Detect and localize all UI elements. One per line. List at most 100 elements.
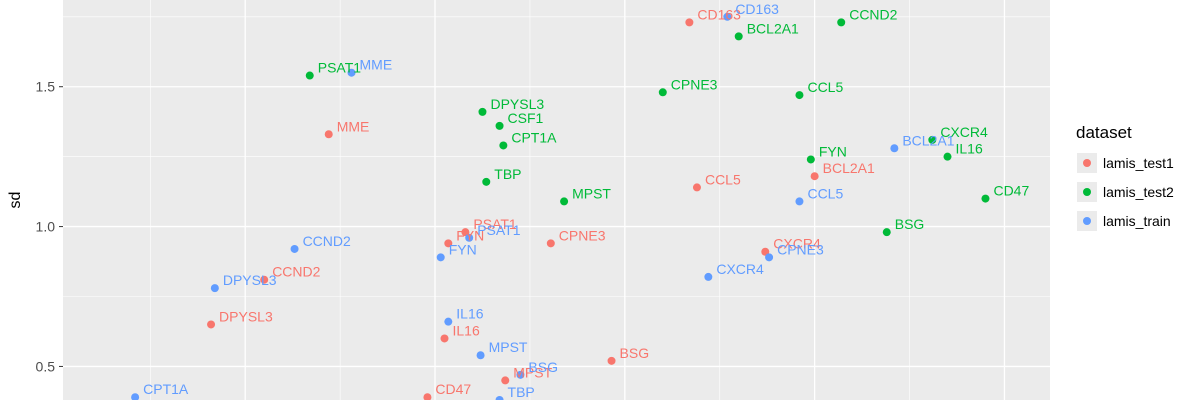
data-point <box>981 194 990 203</box>
point-label: CXCR4 <box>940 124 988 140</box>
data-point <box>501 376 510 385</box>
panel-background <box>63 0 1050 400</box>
data-point <box>723 12 732 21</box>
point-label: MPST <box>572 185 611 201</box>
point-label: TBP <box>508 384 535 400</box>
point-label: PSAT1 <box>318 60 362 76</box>
data-point <box>260 275 269 284</box>
data-point <box>423 393 432 400</box>
data-point <box>890 144 899 153</box>
data-point <box>324 130 333 139</box>
legend: dataset lamis_test1 lamis_test2 lamis_trai… <box>1068 118 1198 248</box>
data-point <box>546 239 555 248</box>
data-point <box>685 18 694 27</box>
data-point <box>806 155 815 164</box>
data-point <box>210 284 219 293</box>
data-point <box>290 244 299 253</box>
data-point <box>305 71 314 80</box>
data-point <box>444 239 453 248</box>
data-point <box>207 320 216 329</box>
data-point <box>761 247 770 256</box>
data-point <box>461 228 470 237</box>
data-point <box>436 253 445 262</box>
point-label: IL16 <box>453 322 480 338</box>
data-point <box>765 253 774 262</box>
point-label: MPST <box>513 364 552 380</box>
point-label: CD47 <box>435 381 471 397</box>
point-label: CXCR4 <box>716 261 764 277</box>
legend-key-point <box>1083 188 1091 196</box>
point-label: DPYSL3 <box>490 96 544 112</box>
data-points <box>131 12 990 400</box>
point-label: MME <box>360 57 393 73</box>
data-point <box>882 228 891 237</box>
point-label: CCL5 <box>807 79 843 95</box>
point-label: IL16 <box>956 141 983 157</box>
y-tick-label: 1.5 <box>36 79 56 95</box>
data-point <box>495 121 504 130</box>
data-point <box>795 91 804 100</box>
data-point <box>482 177 491 186</box>
data-point <box>734 32 743 41</box>
point-label: MPST <box>489 339 528 355</box>
point-label: DPYSL3 <box>219 308 273 324</box>
legend-key-point <box>1083 217 1091 225</box>
point-label: CXCR4 <box>773 236 821 252</box>
point-label: CPNE3 <box>671 76 718 92</box>
data-point <box>928 135 937 144</box>
point-label: CSF1 <box>508 110 544 126</box>
data-point <box>516 370 525 379</box>
data-point <box>837 18 846 27</box>
point-label: CCND2 <box>303 233 351 249</box>
point-label: CPNE3 <box>559 227 606 243</box>
data-point <box>607 356 616 365</box>
point-label: FYN <box>819 143 847 159</box>
y-tick-label: 0.5 <box>36 358 56 374</box>
point-label: CCL5 <box>807 185 843 201</box>
data-point <box>943 152 952 161</box>
point-label: CPNE3 <box>777 241 824 257</box>
point-label: FYN <box>449 241 477 257</box>
data-point <box>499 141 508 150</box>
point-label: BSG <box>895 216 925 232</box>
y-axis-title: sd <box>7 192 24 209</box>
data-point <box>495 396 504 400</box>
point-label: CCND2 <box>849 6 897 22</box>
point-label: MME <box>337 118 370 134</box>
point-label: PSAT1 <box>477 222 521 238</box>
point-label: BCL2A1 <box>823 160 875 176</box>
point-label: CCL5 <box>705 171 741 187</box>
point-label: PSAT1 <box>473 216 517 232</box>
point-label: CCND2 <box>272 264 320 280</box>
point-label: FYN <box>456 227 484 243</box>
point-label: IL16 <box>456 306 483 322</box>
data-point <box>131 393 140 400</box>
data-point <box>347 68 356 77</box>
data-point <box>440 334 449 343</box>
point-label: BCL2A1 <box>747 20 799 36</box>
point-label: CPT1A <box>143 381 189 397</box>
point-label: CD163 <box>735 1 779 17</box>
legend-key-point <box>1083 159 1091 167</box>
data-point <box>560 197 569 206</box>
data-point <box>476 351 485 360</box>
data-point <box>658 88 667 97</box>
data-point <box>795 197 804 206</box>
grid-lines <box>63 0 1050 400</box>
legend-entry-label: lamis_train <box>1103 213 1171 229</box>
point-label: DPYSL3 <box>223 272 277 288</box>
data-point <box>692 183 701 192</box>
data-point <box>704 272 713 281</box>
data-point <box>478 107 487 116</box>
point-label: CPT1A <box>511 129 557 145</box>
y-tick-label: 1.0 <box>36 219 56 235</box>
data-point <box>465 233 474 242</box>
point-label: CD163 <box>697 6 741 22</box>
data-point <box>444 317 453 326</box>
legend-entry-label: lamis_test1 <box>1103 155 1174 171</box>
point-label: BCL2A1 <box>902 132 954 148</box>
data-point <box>810 172 819 181</box>
legend-entry-label: lamis_test2 <box>1103 184 1174 200</box>
